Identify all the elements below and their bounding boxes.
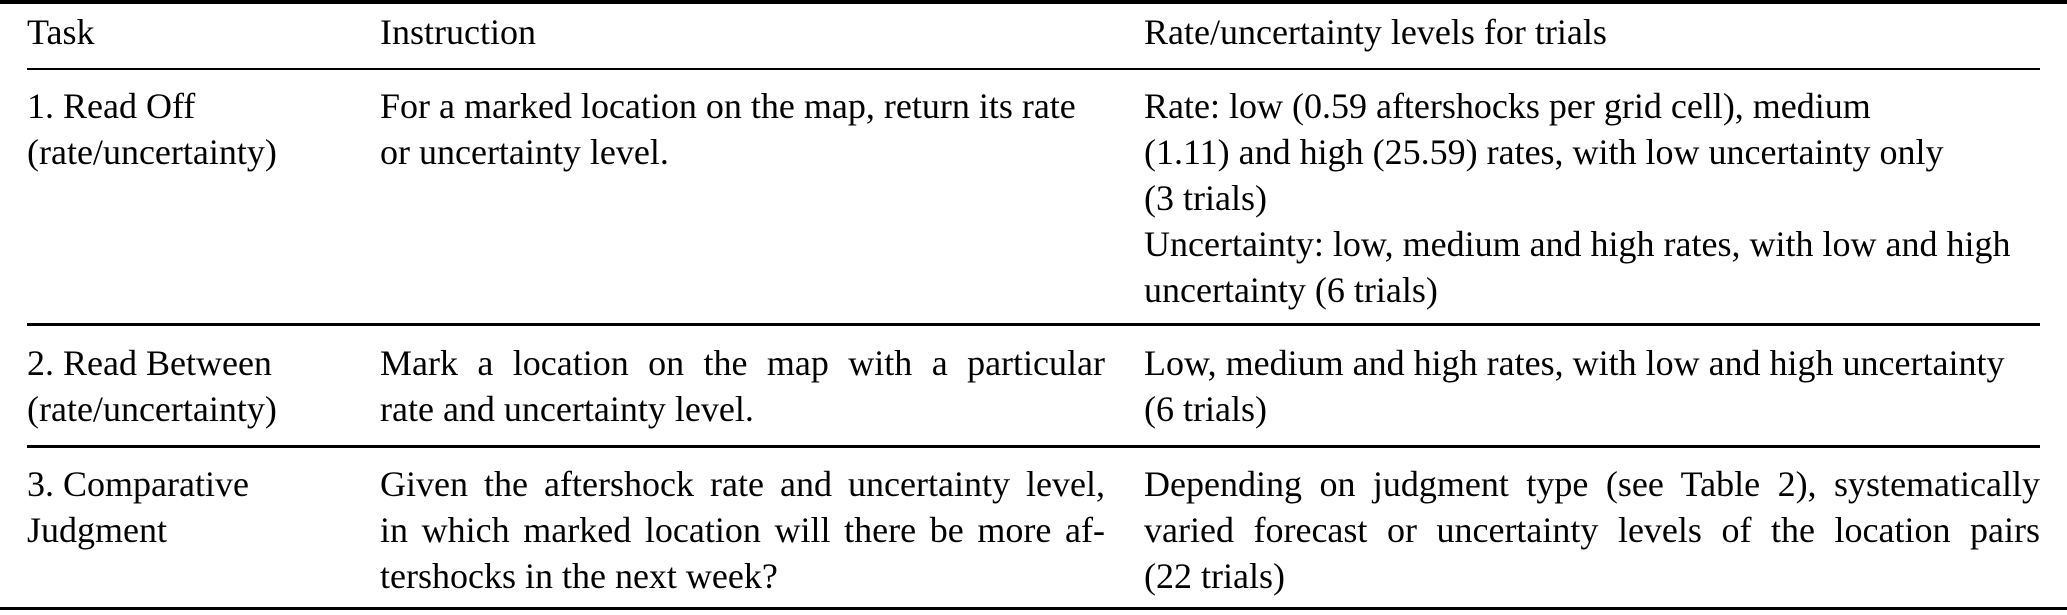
cell-levels: Rate: low (0.59 aftershocks per grid cel… [1144, 83, 2040, 313]
cell-task: 2. Read Between (rate/uncertainty) [27, 340, 380, 432]
text-line: 1. Read Off [27, 86, 196, 126]
text-line: Judgment [27, 510, 167, 550]
table-row: 1. Read Off (rate/uncertainty) For a marke… [27, 70, 2040, 323]
cell-instruction: Given the aftershock rate and uncertaint… [380, 461, 1144, 599]
text-line: Low, medium and high rates, with low and… [1144, 343, 2005, 383]
cell-levels: Depending on judgment type (see Table 2)… [1144, 461, 2040, 599]
table-row: 2. Read Between (rate/uncertainty) Mark a … [27, 323, 2040, 445]
text-line: (22 trials) [1144, 556, 1285, 596]
text-line: rate and uncertainty level. [380, 389, 754, 429]
text-line: Rate: low (0.59 aftershocks per grid cel… [1144, 86, 1871, 126]
text-line: uncertainty (6 trials) [1144, 270, 1438, 310]
text-line: in which marked location will there be m… [380, 510, 1105, 550]
table-row: 3. Comparative Judgment Given the aftersho… [27, 445, 2040, 607]
text-line: Uncertainty: low, medium and high rates,… [1144, 224, 2011, 264]
column-header-task: Task [27, 12, 95, 52]
text-line: (3 trials) [1144, 178, 1267, 218]
text-line: (6 trials) [1144, 389, 1267, 429]
text-line: or uncertainty level. [380, 132, 669, 172]
table-header-row: Task Instruction Rate/uncertainty levels… [27, 4, 2040, 70]
column-header-instruction: Instruction [380, 12, 536, 52]
cell-instruction: For a marked location on the map, return… [380, 83, 1144, 175]
text-line: tershocks in the next week? [380, 556, 778, 596]
text-line: For a marked location on the map, return… [380, 86, 1076, 126]
text-line: Mark a location on the map with a partic… [380, 343, 1105, 383]
text-line: 2. Read Between [27, 343, 272, 383]
text-line: (rate/uncertainty) [27, 389, 277, 429]
text-line: (1.11) and high (25.59) rates, with low … [1144, 132, 1944, 172]
text-line: varied forecast or uncertainty levels of… [1144, 510, 2040, 550]
text-line: Given the aftershock rate and uncertaint… [380, 464, 1105, 504]
column-header-levels: Rate/uncertainty levels for trials [1144, 12, 1607, 52]
text-line: 3. Comparative [27, 464, 249, 504]
cell-levels: Low, medium and high rates, with low and… [1144, 340, 2040, 432]
cell-task: 1. Read Off (rate/uncertainty) [27, 83, 380, 175]
cell-task: 3. Comparative Judgment [27, 461, 380, 553]
table-body: 1. Read Off (rate/uncertainty) For a marke… [27, 70, 2040, 607]
cell-instruction: Mark a location on the map with a partic… [380, 340, 1144, 432]
text-line: (rate/uncertainty) [27, 132, 277, 172]
text-line: Depending on judgment type (see Table 2)… [1144, 464, 2040, 504]
